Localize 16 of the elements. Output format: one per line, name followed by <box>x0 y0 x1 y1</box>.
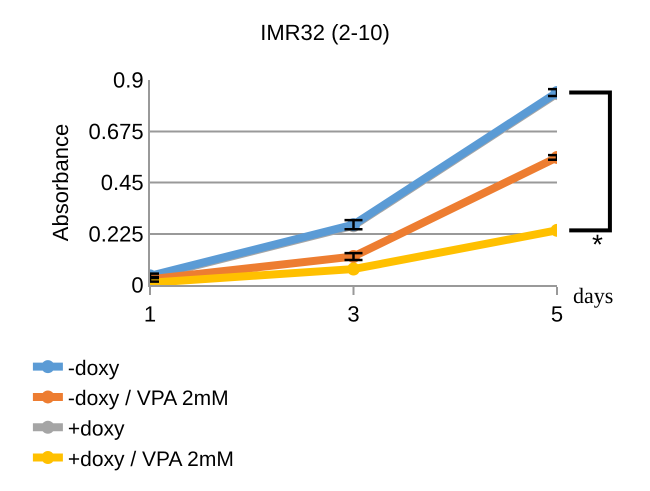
text: * <box>592 229 603 260</box>
legend-label: +doxy <box>68 417 126 440</box>
y-axis-title: Absorbance <box>48 124 73 242</box>
legend-label: +doxy / VPA 2mM <box>68 448 234 471</box>
text: days <box>573 283 614 308</box>
legend-label: -doxy / VPA 2mM <box>68 387 229 410</box>
legend-label: -doxy <box>68 356 120 380</box>
y-tick-label: 0 <box>131 272 144 298</box>
x-tick-label: 5 <box>550 301 564 326</box>
y-tick-label: 0.225 <box>88 221 144 246</box>
x-tick-label: 3 <box>347 301 360 326</box>
x-tick-label: 1 <box>144 301 156 326</box>
y-tick-label: 0.45 <box>100 170 144 196</box>
y-tick-label: 0.675 <box>88 118 144 144</box>
y-tick-label: 0.9 <box>113 68 144 93</box>
chart-title: IMR32 (2-10) <box>260 20 390 45</box>
